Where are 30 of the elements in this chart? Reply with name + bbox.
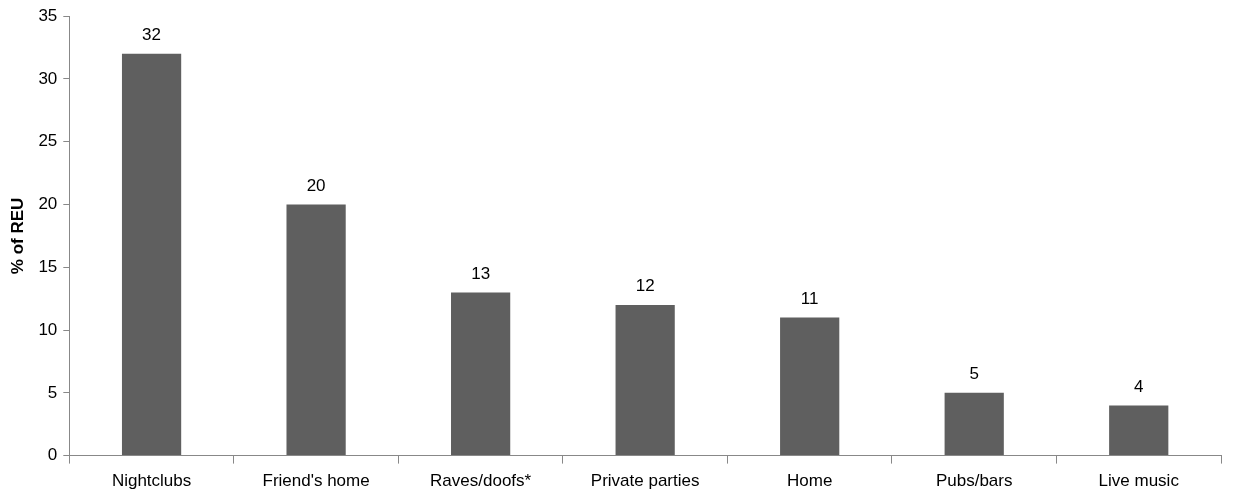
bar [1109, 405, 1169, 456]
data-label: 4 [1134, 376, 1144, 396]
y-tick-label: 0 [47, 445, 58, 465]
y-tick-label: 25 [38, 131, 58, 151]
y-axis-title: % of REU [7, 197, 27, 275]
bar [286, 204, 346, 456]
bar [615, 304, 675, 456]
data-label: 5 [969, 364, 979, 384]
y-tick-label: 5 [47, 382, 58, 402]
data-label: 12 [635, 276, 655, 296]
y-tick-label: 20 [38, 194, 58, 214]
y-tick-label: 35 [38, 5, 58, 25]
data-label: 13 [471, 263, 491, 283]
bar [780, 317, 840, 456]
y-tick-label: 15 [38, 256, 58, 276]
x-tick-label: Private parties [590, 471, 700, 491]
data-label: 20 [306, 175, 326, 195]
x-tick-label: Friend's home [262, 471, 370, 491]
bar [451, 292, 511, 456]
data-label: 32 [142, 25, 162, 45]
x-tick-label: Pubs/bars [935, 471, 1013, 491]
x-tick-label: Home [787, 471, 833, 491]
x-tick-label: Nightclubs [111, 471, 192, 491]
bar [944, 392, 1004, 456]
bar [121, 53, 182, 456]
y-tick-label: 10 [38, 319, 58, 339]
y-tick-label: 30 [38, 68, 58, 88]
x-tick-label: Live music [1098, 471, 1180, 491]
x-tick-label: Raves/doofs* [430, 471, 532, 491]
data-label: 11 [800, 288, 819, 308]
